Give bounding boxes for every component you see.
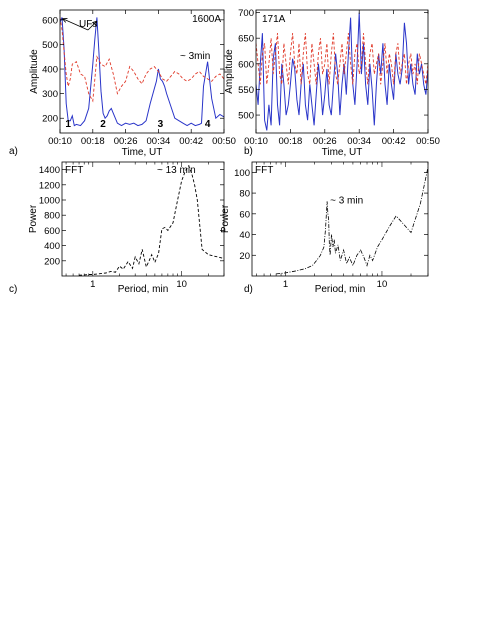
panel-a: 200 300 400 500 600 00:10 00:18 00:26 00:34 00:42…: [9, 9, 236, 158]
y-tick-label: 550: [238, 85, 254, 96]
x-tick-label: 00:34: [347, 136, 371, 147]
y-axis-label: Power: [220, 204, 231, 233]
arrow-head: [62, 18, 68, 23]
event-label: 1: [65, 119, 71, 130]
event-label: 3: [158, 119, 164, 130]
x-axis-label: Time, UT: [322, 147, 363, 158]
y-tick-label: 400: [44, 241, 60, 252]
y-tick-label: 400: [42, 65, 58, 76]
y-tick-label: 700: [238, 8, 254, 19]
period-label: ~ 3 min: [330, 195, 363, 206]
y-tick-label: 500: [238, 111, 254, 122]
x-tick-label: 00:42: [382, 136, 406, 147]
series-line-1: [276, 167, 428, 275]
plot-frame: [251, 161, 429, 277]
method-label: FFT: [255, 165, 273, 176]
period-label: ~ 3min: [180, 51, 210, 62]
y-tick-label: 600: [44, 226, 60, 237]
arrow-head: [92, 20, 98, 26]
y-axis-label: Amplitude: [29, 49, 40, 94]
x-tick-label: 00:26: [114, 136, 138, 147]
x-tick-label: 00:18: [279, 136, 303, 147]
y-tick-label: 80: [239, 189, 250, 200]
series-line-1: [78, 164, 224, 276]
period-label: ~ 13 min: [157, 165, 196, 176]
plot-frame: [61, 161, 225, 277]
y-tick-label: 600: [238, 59, 254, 70]
panel-label: a): [9, 146, 18, 157]
x-tick-label: 00:18: [81, 136, 105, 147]
plot-frame: [59, 9, 225, 134]
x-tick-label: 00:10: [48, 136, 72, 147]
y-tick-label: 1200: [39, 180, 60, 191]
series-line-1: [256, 12, 428, 131]
x-tick-label: 00:10: [244, 136, 268, 147]
panel-b: 500 550 600 650 700 00:10 00:18 00:26 00:34 00:42…: [224, 8, 440, 158]
panel-label: c): [9, 284, 17, 295]
panel-d: 20 40 60 80 100 1 10 Period, min Power d) FFT ~ 3 m…: [220, 161, 429, 295]
ufs-arrow: [87, 20, 98, 31]
y-tick-label: 500: [42, 40, 58, 51]
y-tick-label: 300: [42, 89, 58, 100]
series-line-2: [256, 33, 428, 85]
y-tick-label: 1400: [39, 165, 60, 176]
x-axis-label: Period, min: [315, 284, 366, 295]
y-tick-label: 100: [234, 168, 250, 179]
x-tick-label: 00:50: [416, 136, 440, 147]
event-label: 4: [205, 119, 211, 130]
x-axis-label: Time, UT: [122, 147, 163, 158]
x-tick-label: 10: [377, 279, 388, 290]
y-tick-label: 40: [239, 230, 250, 241]
ufs-label: UFs: [79, 19, 97, 30]
y-tick-label: 600: [42, 15, 58, 26]
y-axis-label: Power: [28, 204, 39, 233]
panel-c: 200 400 600 800 1000 1200 1400 1 10 Period, min Po…: [9, 161, 225, 295]
y-tick-label: 60: [239, 209, 250, 220]
y-tick-label: 1000: [39, 196, 60, 207]
panel-label: b): [244, 146, 253, 157]
x-tick-label: 10: [176, 279, 187, 290]
method-label: FFT: [65, 165, 83, 176]
plot-frame: [255, 9, 429, 134]
y-tick-label: 200: [42, 114, 58, 125]
x-tick-label: 00:34: [147, 136, 171, 147]
y-tick-label: 200: [44, 256, 60, 267]
series-line-2: [60, 17, 224, 103]
y-tick-label: 20: [239, 251, 250, 262]
channel-label: 171A: [262, 14, 286, 25]
channel-label: 1600A: [192, 14, 221, 25]
x-axis-label: Period, min: [118, 284, 169, 295]
ufs-arrow: [62, 18, 89, 31]
y-axis-label: Amplitude: [224, 49, 235, 94]
x-tick-label: 00:42: [179, 136, 203, 147]
y-tick-label: 800: [44, 211, 60, 222]
x-tick-label: 1: [90, 279, 95, 290]
event-label: 2: [100, 119, 106, 130]
x-tick-label: 00:50: [212, 136, 236, 147]
panel-label: d): [244, 284, 253, 295]
y-tick-label: 650: [238, 34, 254, 45]
x-tick-label: 00:26: [313, 136, 337, 147]
series-line-1: [60, 17, 224, 127]
x-tick-label: 1: [283, 279, 288, 290]
